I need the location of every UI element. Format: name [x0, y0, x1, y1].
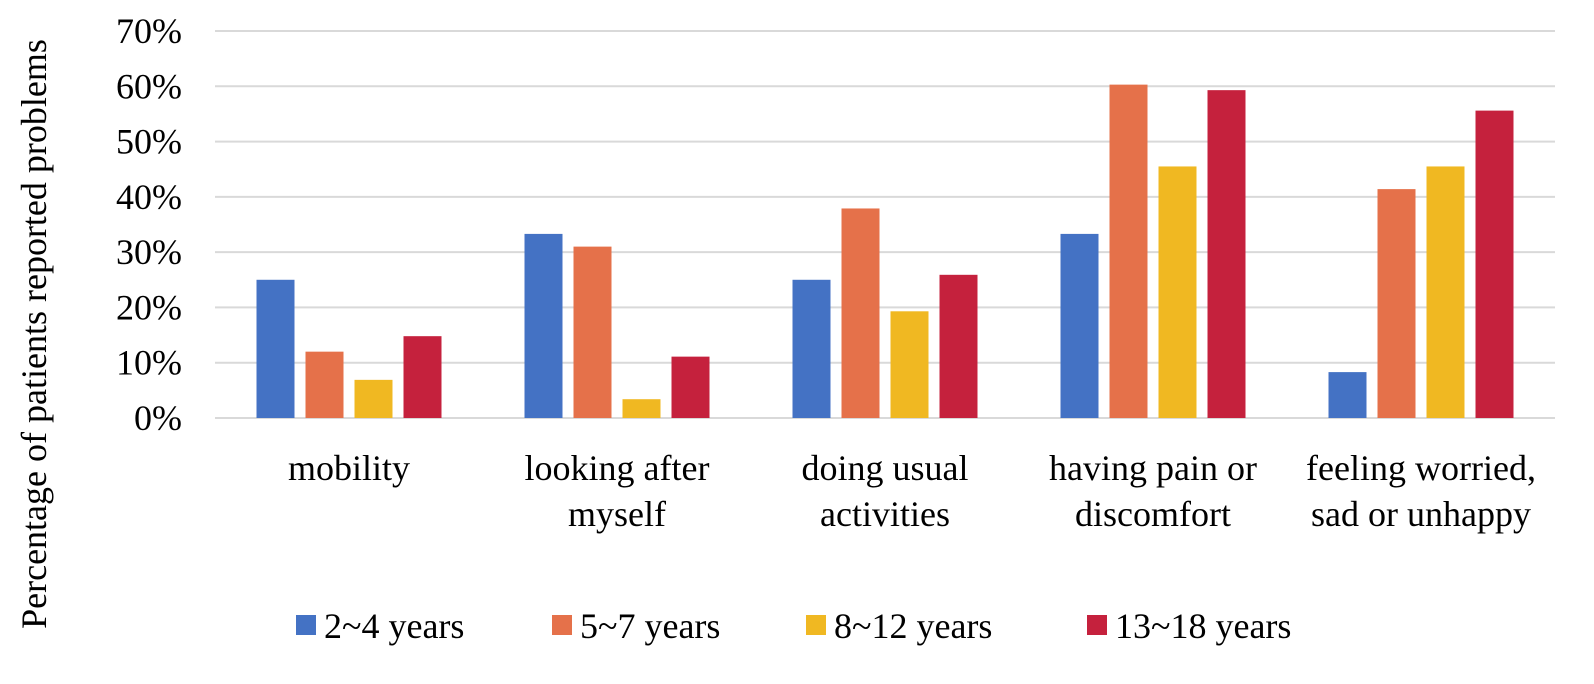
legend-item: 8~12 years [806, 606, 992, 646]
bar-3-3 [890, 311, 929, 418]
legend-label: 8~12 years [834, 606, 992, 646]
bar-4-3 [939, 274, 978, 418]
x-category-label: myself [568, 494, 666, 534]
legend-item: 5~7 years [552, 606, 720, 646]
y-tick-label: 0% [134, 398, 182, 438]
bar-3-2 [622, 399, 661, 418]
bar-4-1 [403, 336, 442, 418]
legend-label: 2~4 years [324, 606, 464, 646]
y-tick-label: 70% [116, 11, 182, 51]
legend-label: 13~18 years [1115, 606, 1291, 646]
bar-1-5 [1328, 372, 1367, 418]
y-tick-label: 50% [116, 122, 182, 162]
x-category-label: mobility [288, 448, 410, 488]
x-category-label: having pain or [1049, 448, 1257, 488]
y-axis-ticks: 0% 10% 20% 30% 40% 50% 60% 70% [116, 11, 182, 438]
bar-4-5 [1475, 110, 1514, 419]
x-category-label: activities [820, 494, 950, 534]
bar-2-2 [573, 246, 612, 418]
bar-1-3 [792, 279, 831, 418]
bar-2-3 [841, 208, 880, 418]
x-category-label: feeling worried, [1306, 448, 1536, 488]
bar-1-4 [1060, 233, 1099, 418]
x-category-label: discomfort [1075, 494, 1231, 534]
bar-2-1 [305, 351, 344, 418]
bar-3-1 [354, 379, 393, 418]
legend-swatch [1087, 615, 1107, 635]
y-tick-label: 10% [116, 343, 182, 383]
y-axis-label: Percentage of patients reported problems [14, 39, 54, 629]
bars [256, 84, 1514, 419]
legend-item: 13~18 years [1087, 606, 1291, 646]
legend-swatch [806, 615, 826, 635]
legend-label: 5~7 years [580, 606, 720, 646]
x-category-label: sad or unhappy [1311, 494, 1531, 534]
x-category-label: doing usual [802, 448, 969, 488]
x-axis-categories: mobility looking after myself doing usual ac… [288, 448, 1536, 534]
bar-1-2 [524, 233, 563, 418]
y-tick-label: 60% [116, 66, 182, 106]
bar-3-5 [1426, 166, 1465, 418]
y-axis-title: Percentage of patients reported problems [14, 39, 54, 629]
legend-swatch [296, 615, 316, 635]
x-category-label: looking after [525, 448, 710, 488]
y-tick-label: 40% [116, 177, 182, 217]
legend-swatch [552, 615, 572, 635]
bar-2-5 [1377, 189, 1416, 418]
legend-item: 2~4 years [296, 606, 464, 646]
bar-4-4 [1207, 90, 1246, 419]
bar-3-4 [1158, 166, 1197, 418]
legend: 2~4 years 5~7 years 8~12 years 13~18 years [296, 606, 1291, 646]
bar-2-4 [1109, 84, 1148, 419]
bar-4-2 [671, 356, 710, 418]
y-tick-label: 30% [116, 232, 182, 272]
y-tick-label: 20% [116, 287, 182, 327]
bar-1-1 [256, 279, 295, 418]
